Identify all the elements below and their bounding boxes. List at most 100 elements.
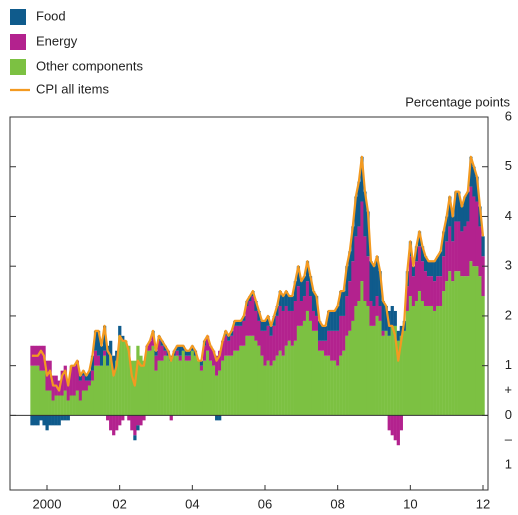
bar-segment [248, 301, 252, 336]
bar-segment [190, 350, 195, 416]
bar-segment [411, 266, 416, 277]
bar-segment [254, 301, 258, 311]
bar-segment [115, 415, 119, 431]
bar-segment [360, 281, 364, 416]
bar-segment [448, 271, 452, 416]
bar-segment [342, 315, 346, 351]
bar-segment [90, 355, 95, 371]
bar-segment [178, 345, 182, 356]
bar-segment [378, 305, 382, 321]
bar-segment [208, 360, 213, 416]
bar-segment [390, 415, 394, 436]
bar-segment [251, 335, 255, 416]
bar-segment [445, 281, 449, 416]
bar-segment [233, 325, 237, 351]
bar-segment [299, 281, 304, 302]
bar-segment [460, 206, 464, 232]
bar-segment [333, 360, 337, 416]
bar-segment [472, 196, 476, 267]
legend-label: Food [36, 8, 66, 23]
bar-segment [272, 360, 276, 416]
bar-segment [396, 415, 400, 446]
bar-segment [112, 355, 116, 371]
bar-segment [133, 435, 137, 441]
bar-segment [466, 221, 470, 277]
bar-segment [81, 370, 86, 376]
bar-segment [478, 226, 482, 277]
bar-segment [224, 335, 228, 356]
bar-segment [218, 370, 222, 416]
bar-segment [366, 211, 370, 257]
bar-segment [66, 415, 70, 421]
bar-segment [466, 276, 470, 416]
bar-segment [242, 320, 246, 346]
bar-segment [375, 256, 379, 297]
bar-segment [127, 415, 131, 421]
bar-segment [363, 236, 367, 302]
legend-swatch [10, 9, 26, 25]
bar-segment [36, 365, 40, 416]
legend: Food Energy Other components CPI all items [10, 8, 143, 96]
x-tick-label: 12 [476, 496, 490, 511]
bar-segment [233, 350, 237, 416]
bar-segment [227, 355, 231, 416]
bar-segment [96, 355, 101, 366]
bar-segment [317, 320, 322, 341]
bar-segment [196, 360, 201, 416]
bar-segment [327, 330, 331, 356]
bar-segment [157, 340, 161, 361]
bar-segment [118, 335, 122, 416]
bar-segment [351, 261, 355, 321]
bar-segment [260, 330, 264, 356]
x-tick-label: 04 [185, 496, 199, 511]
bar-segment [475, 266, 479, 416]
bar-segment [399, 335, 403, 416]
bar-segment [278, 350, 282, 416]
bar-segment [336, 330, 340, 366]
bar-segment [202, 360, 207, 416]
bar-segment [293, 340, 297, 416]
bar-segment [339, 291, 343, 316]
bar-segment [112, 370, 116, 416]
bar-segment [457, 271, 461, 416]
bar-segment [224, 355, 228, 416]
x-tick-label: 10 [403, 496, 417, 511]
bar-segment [266, 360, 270, 416]
bar-segment [39, 345, 43, 371]
bar-segment [269, 325, 273, 336]
bar-segment [378, 320, 382, 416]
bar-segment [236, 320, 240, 326]
legend-label: Other components [36, 58, 143, 73]
bar-segment [405, 310, 410, 416]
bar-segment [327, 355, 331, 416]
bar-segment [93, 365, 98, 416]
bar-segment [54, 395, 58, 416]
bar-segment [130, 360, 134, 416]
bar-segment [387, 415, 391, 431]
bar-segment [133, 360, 137, 416]
bar-segment [103, 350, 107, 356]
bar-segment [475, 201, 479, 267]
bar-segment [381, 335, 385, 416]
bar-segment [324, 325, 328, 341]
bar-segment [363, 301, 367, 416]
bar-segment [239, 325, 243, 346]
bar-segment [239, 345, 243, 416]
bar-segment [317, 350, 322, 416]
bar-segment [30, 415, 34, 426]
bar-segment [327, 310, 331, 331]
bar-segment [451, 216, 455, 242]
bar-segment [90, 370, 95, 381]
bar-segment [433, 281, 437, 311]
bar-segment [212, 350, 216, 366]
bar-segment [142, 360, 146, 416]
bar-segment [275, 355, 279, 416]
bar-segment [33, 415, 37, 426]
bar-segment [399, 415, 403, 431]
bar-segment [354, 236, 358, 306]
bar-segment [208, 345, 213, 361]
bar-segment [239, 320, 243, 326]
bar-segment [469, 156, 473, 187]
bar-segment [63, 390, 67, 416]
